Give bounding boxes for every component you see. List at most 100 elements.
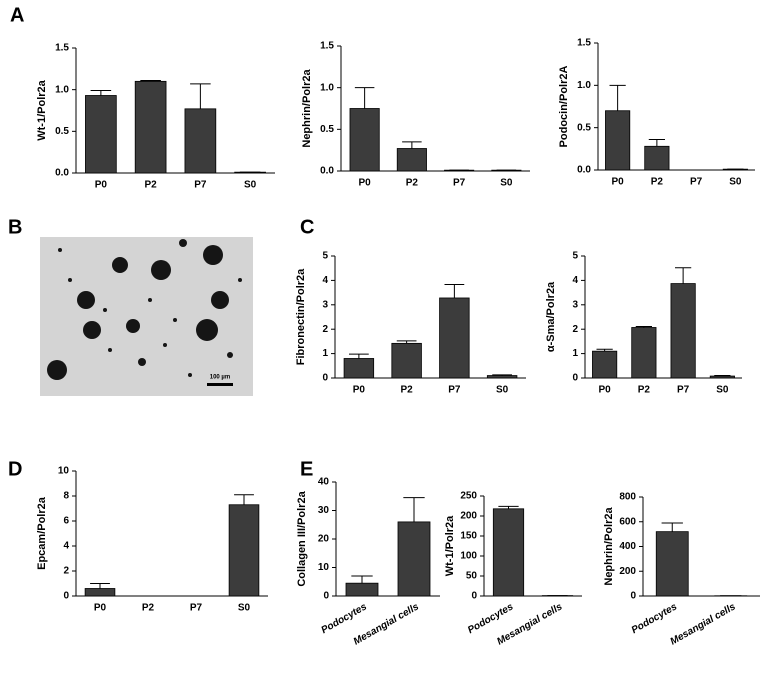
panel-label: C (300, 216, 314, 238)
y-tick-label: 0.5 (577, 122, 591, 133)
error-bar (498, 505, 519, 509)
y-tick-label: 1.5 (577, 38, 591, 49)
error-bar (635, 326, 652, 328)
y-tick-label: 40 (318, 477, 330, 488)
error-bar (661, 522, 683, 532)
y-tick-label: 4 (63, 541, 69, 552)
x-tick-label: P2 (638, 385, 651, 396)
x-tick-label: P7 (453, 178, 466, 189)
y-tick-label: 1.5 (320, 41, 334, 52)
y-tick-label: 10 (318, 562, 330, 573)
error-bar (492, 374, 512, 376)
y-tick-label: 10 (58, 466, 70, 477)
y-tick-label: 5 (572, 251, 578, 262)
x-tick-label: P0 (353, 385, 366, 396)
scale-bar (207, 383, 233, 386)
y-tick-label: 3 (322, 299, 328, 310)
error-bar (609, 84, 626, 111)
error-bar (234, 494, 254, 505)
x-tick-label: P0 (94, 603, 107, 614)
y-axis-label: Wt-1/Polr2a (444, 515, 456, 576)
bar (228, 504, 260, 597)
y-axis-label: α-Sma/Polr2a (545, 281, 557, 352)
panel-label: D (8, 458, 22, 480)
error-bar (675, 267, 692, 284)
y-tick-label: 1.0 (577, 80, 591, 91)
y-tick-label: 2 (572, 324, 578, 335)
x-tick-label: P7 (190, 603, 203, 614)
y-tick-label: 200 (619, 566, 636, 577)
y-tick-label: 0 (322, 373, 328, 384)
x-tick-label: S0 (500, 178, 513, 189)
x-tick-label: P7 (677, 385, 690, 396)
error-bar (90, 583, 110, 589)
y-tick-label: 3 (572, 299, 578, 310)
y-tick-label: 0 (323, 591, 329, 602)
x-tick-label: Podocytes (320, 601, 370, 636)
error-bar (396, 340, 417, 344)
x-tick-label: S0 (729, 177, 742, 188)
y-tick-label: 4 (572, 275, 578, 286)
y-tick-label: 800 (619, 492, 636, 503)
y-axis-label: Collagen III/Polr2a (296, 490, 308, 586)
bar (492, 508, 525, 597)
y-tick-label: 100 (460, 551, 477, 562)
scale-bar-label: 100 µm (210, 375, 230, 381)
y-axis-label: Podocin/Polr2A (558, 65, 570, 147)
error-bar (648, 139, 665, 147)
x-tick-label: P7 (194, 180, 207, 191)
x-tick-label: P0 (599, 385, 612, 396)
y-tick-label: 400 (619, 541, 636, 552)
panel-label: A (10, 4, 24, 26)
y-tick-label: 0.0 (55, 168, 69, 179)
x-tick-label: Mesangial cells (669, 601, 738, 647)
y-tick-label: 30 (318, 505, 330, 516)
bar (631, 327, 657, 379)
y-tick-label: 8 (63, 491, 69, 502)
y-tick-label: 200 (460, 511, 477, 522)
error-bar (140, 80, 161, 82)
x-tick-label: P2 (651, 177, 664, 188)
y-tick-label: 1 (322, 348, 328, 359)
bar (134, 80, 167, 174)
y-tick-label: 2 (322, 324, 328, 335)
error-bar (349, 353, 369, 359)
bar (486, 375, 518, 379)
error-bar (444, 284, 465, 298)
y-tick-label: 0 (63, 591, 69, 602)
x-tick-label: Podocytes (630, 601, 680, 636)
error-bar (596, 348, 613, 352)
y-tick-label: 0.5 (55, 126, 69, 137)
bar (85, 95, 117, 174)
panel-label: E (300, 458, 313, 480)
x-tick-label: P0 (359, 178, 372, 189)
y-tick-label: 0.0 (577, 165, 591, 176)
bar (343, 358, 375, 379)
x-tick-label: S0 (716, 385, 729, 396)
y-tick-label: 0 (572, 373, 578, 384)
error-bar (351, 575, 373, 584)
y-tick-label: 0.0 (320, 166, 334, 177)
y-axis-label: Nephrin/Polr2a (301, 69, 313, 148)
y-axis-label: Wt-1/Polr2a (36, 79, 48, 140)
y-axis-label: Nephrin/Polr2a (603, 507, 615, 586)
bar (84, 588, 116, 597)
bar (655, 531, 689, 597)
x-tick-label: P2 (406, 178, 419, 189)
y-tick-label: 250 (460, 491, 477, 502)
x-tick-label: P2 (401, 385, 414, 396)
bar (709, 375, 735, 379)
error-bar (90, 90, 112, 96)
y-tick-label: 50 (466, 571, 478, 582)
bar (397, 521, 431, 597)
y-tick-label: 0 (471, 591, 477, 602)
x-tick-label: P2 (145, 180, 158, 191)
y-axis-label: Fibronectin/Polr2a (295, 268, 307, 365)
bar (184, 108, 217, 174)
bar (644, 145, 670, 171)
x-tick-label: P0 (612, 177, 625, 188)
y-tick-label: 0.5 (320, 124, 334, 135)
x-tick-label: P7 (690, 177, 703, 188)
